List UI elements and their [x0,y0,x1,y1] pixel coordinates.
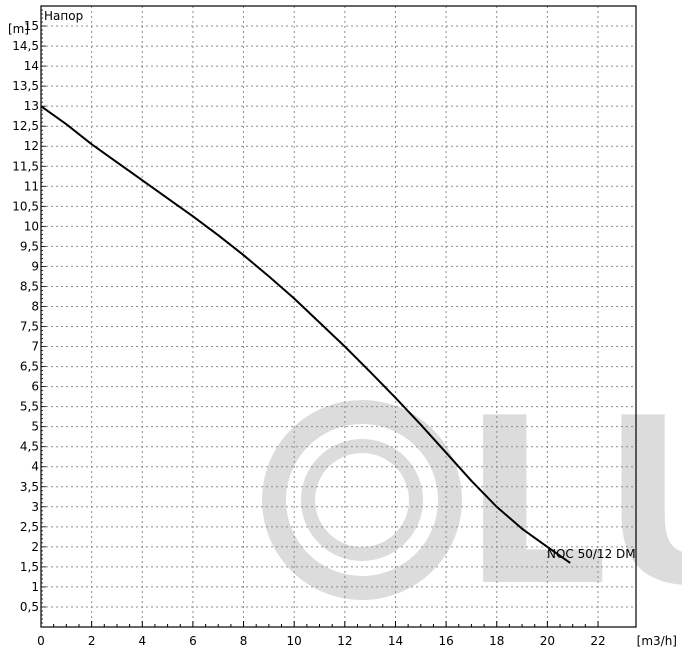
y-tick-label: 14 [24,59,39,73]
x-tick-label: 0 [37,634,45,648]
y-tick-label: 8,5 [20,279,39,293]
watermark: LU [262,370,682,637]
y-tick-label: 4 [31,460,39,474]
y-tick-label: 6,5 [20,360,39,374]
series-line-0 [40,105,571,564]
y-tick-label: 3,5 [20,480,39,494]
plot-frame [40,5,637,628]
x-tick-label: 22 [590,634,605,648]
y-tick-label: 4,5 [20,440,39,454]
x-tick-label: 18 [489,634,504,648]
y-tick-label: 1,5 [20,560,39,574]
y-tick-label: 0,5 [20,600,39,614]
y-tick-label: 5,5 [20,400,39,414]
y-tick-label: 14,5 [12,39,39,53]
x-tick-label: 2 [88,634,96,648]
watermark-ring-inner [301,439,423,561]
y-tick-label: 9 [31,259,39,273]
ticks: 0 2 4 6 8 10 12 14 16 18 20 220,511,522,533,544,555… [12,9,606,648]
y-tick-label: 15 [24,19,39,33]
y-tick-label: 2 [31,540,39,554]
labels: Напор [m] [m3/h] NOC 50/12 DM [8,9,677,648]
x-tick-label: 16 [438,634,453,648]
x-tick-label: 4 [138,634,146,648]
x-tick-label: 10 [287,634,302,648]
series-layer [40,105,571,564]
y-tick-label: 10 [24,219,39,233]
x-tick-label: 8 [240,634,248,648]
y-tick-label: 6 [31,380,39,394]
y-tick-label: 13,5 [12,79,39,93]
y-tick-label: 1 [31,580,39,594]
y-tick-label: 11,5 [12,159,39,173]
y-tick-label: 13 [24,99,39,113]
y-tick-label: 5 [31,420,39,434]
x-tick-label: 20 [540,634,555,648]
series-label: NOC 50/12 DM [547,547,636,561]
y-axis-label: [m] [8,22,29,36]
x-tick-label: 6 [189,634,197,648]
x-axis-label: [m3/h] [637,634,677,648]
y-tick-label: 12,5 [12,119,39,133]
x-tick-label: 14 [388,634,403,648]
y-tick-label: 2,5 [20,520,39,534]
y-tick-label: 12 [24,139,39,153]
chart-title: Напор [44,9,83,23]
y-tick-label: 10,5 [12,199,39,213]
grid [41,6,636,627]
y-tick-label: 11 [24,179,39,193]
y-tick-label: 3 [31,500,39,514]
x-tick-label: 12 [337,634,352,648]
watermark-logo-text: LU [462,370,682,637]
y-tick-label: 7 [31,340,39,354]
watermark-ring-outer [262,400,462,600]
plot-border [40,5,637,628]
y-tick-label: 7,5 [20,320,39,334]
y-tick-label: 9,5 [20,239,39,253]
y-tick-label: 8 [31,299,39,313]
